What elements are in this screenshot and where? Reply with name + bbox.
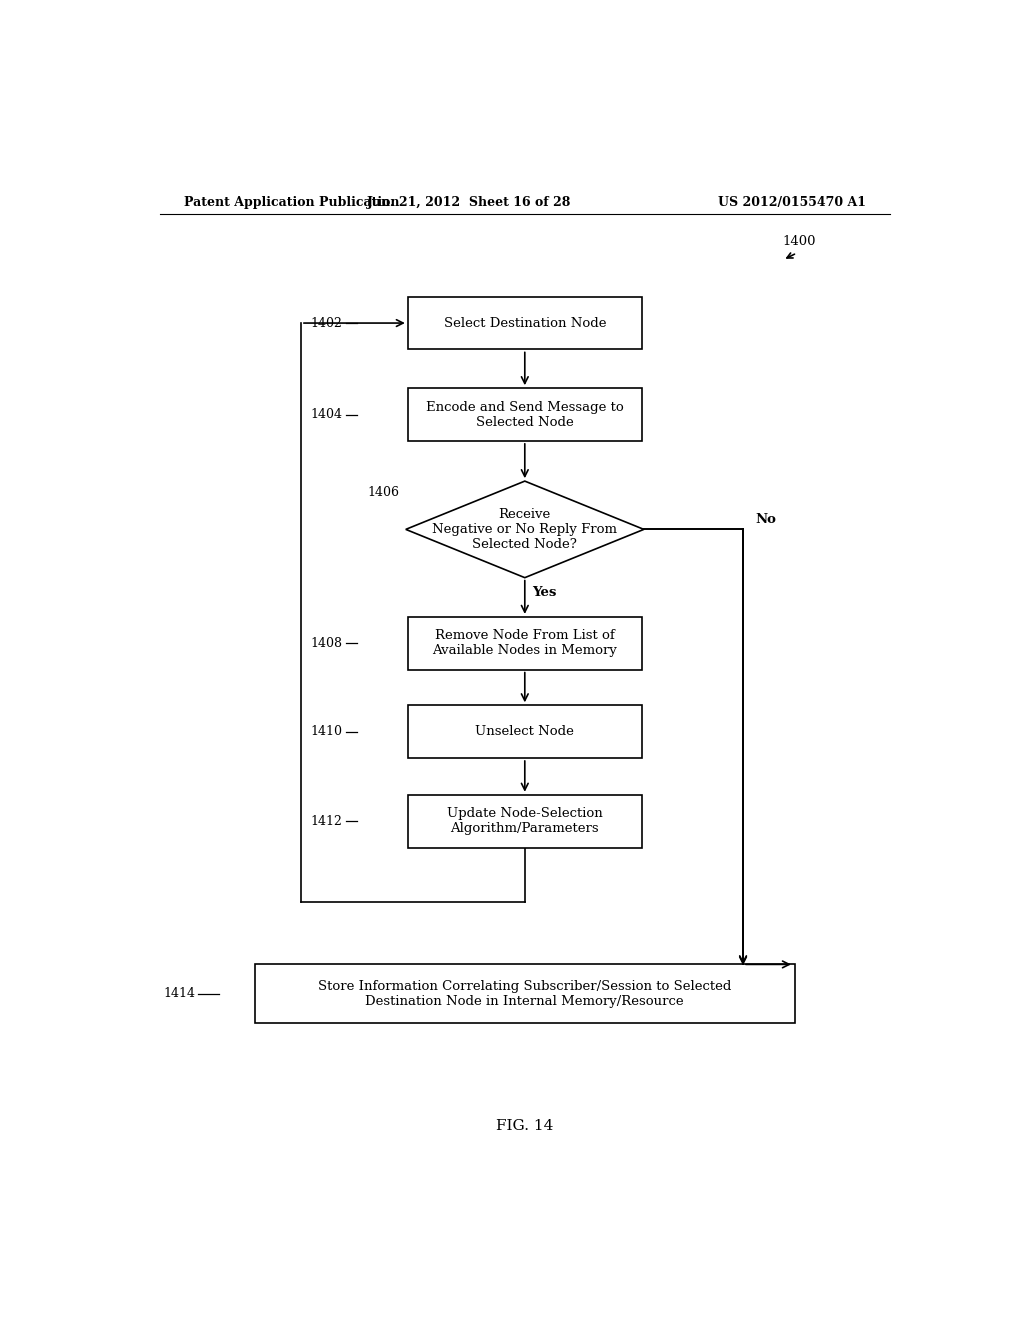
Text: Receive
Negative or No Reply From
Selected Node?: Receive Negative or No Reply From Select… — [432, 508, 617, 550]
Text: Encode and Send Message to
Selected Node: Encode and Send Message to Selected Node — [426, 400, 624, 429]
Text: No: No — [755, 512, 776, 525]
Text: 1408: 1408 — [310, 636, 342, 649]
Text: Store Information Correlating Subscriber/Session to Selected
Destination Node in: Store Information Correlating Subscriber… — [318, 979, 731, 1008]
Text: 1400: 1400 — [782, 235, 816, 248]
Text: Jun. 21, 2012  Sheet 16 of 28: Jun. 21, 2012 Sheet 16 of 28 — [367, 195, 571, 209]
FancyBboxPatch shape — [408, 388, 642, 441]
Text: Patent Application Publication: Patent Application Publication — [183, 195, 399, 209]
Text: 1410: 1410 — [310, 725, 342, 738]
FancyBboxPatch shape — [408, 705, 642, 758]
Text: 1406: 1406 — [368, 486, 399, 499]
Text: 1404: 1404 — [310, 408, 342, 421]
Text: Update Node-Selection
Algorithm/Parameters: Update Node-Selection Algorithm/Paramete… — [446, 807, 603, 836]
Text: 1412: 1412 — [310, 814, 342, 828]
FancyBboxPatch shape — [408, 616, 642, 669]
FancyBboxPatch shape — [408, 297, 642, 350]
Text: Yes: Yes — [532, 586, 557, 599]
Text: Select Destination Node: Select Destination Node — [443, 317, 606, 330]
Text: FIG. 14: FIG. 14 — [496, 1119, 554, 1133]
Text: 1414: 1414 — [164, 987, 196, 1001]
Text: 1402: 1402 — [310, 317, 342, 330]
Text: Unselect Node: Unselect Node — [475, 725, 574, 738]
Text: Remove Node From List of
Available Nodes in Memory: Remove Node From List of Available Nodes… — [432, 630, 617, 657]
FancyBboxPatch shape — [408, 795, 642, 847]
Text: US 2012/0155470 A1: US 2012/0155470 A1 — [718, 195, 866, 209]
FancyBboxPatch shape — [255, 965, 795, 1023]
Polygon shape — [406, 480, 644, 578]
